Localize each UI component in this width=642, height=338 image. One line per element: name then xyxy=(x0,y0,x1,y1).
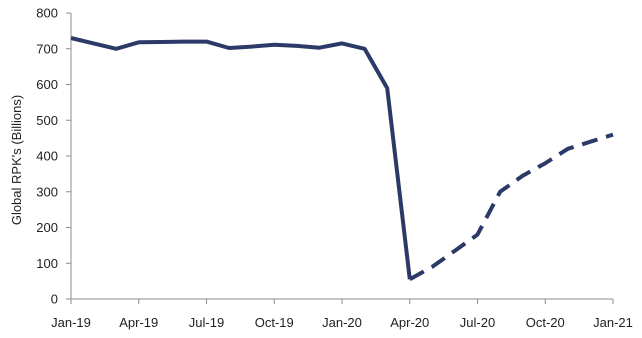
y-tick-label: 600 xyxy=(36,77,58,92)
y-tick-label: 800 xyxy=(36,6,58,21)
y-tick-label: 0 xyxy=(51,292,58,307)
y-tick-label: 300 xyxy=(36,184,58,199)
x-axis-ticks: Jan-19 Apr-19 Jul-19 Oct-19 Jan-20 Apr-20 Jul-… xyxy=(51,299,633,330)
x-tick-label: Oct-20 xyxy=(526,315,565,330)
x-tick-label: Jul-20 xyxy=(460,315,495,330)
x-tick-label: Jan-19 xyxy=(51,315,91,330)
series-line-solid xyxy=(70,36,412,280)
y-axis-ticks: 0 100 200 300 400 500 600 700 800 xyxy=(36,6,71,307)
x-tick-label: Apr-19 xyxy=(119,315,158,330)
x-tick-label: Oct-19 xyxy=(255,315,294,330)
axes xyxy=(70,13,613,300)
y-tick-label: 400 xyxy=(36,149,58,164)
x-tick-label: Jan-21 xyxy=(593,315,633,330)
series-layer xyxy=(70,36,614,282)
x-tick-label: Apr-20 xyxy=(390,315,429,330)
y-tick-label: 200 xyxy=(36,220,58,235)
x-tick-label: Jan-20 xyxy=(322,315,362,330)
y-tick-label: 100 xyxy=(36,256,58,271)
y-axis-title: Global RPK's (Billions) xyxy=(9,95,24,225)
y-tick-label: 500 xyxy=(36,113,58,128)
y-tick-label: 700 xyxy=(36,41,58,56)
series-line-dashed xyxy=(408,132,614,282)
x-tick-label: Jul-19 xyxy=(189,315,224,330)
